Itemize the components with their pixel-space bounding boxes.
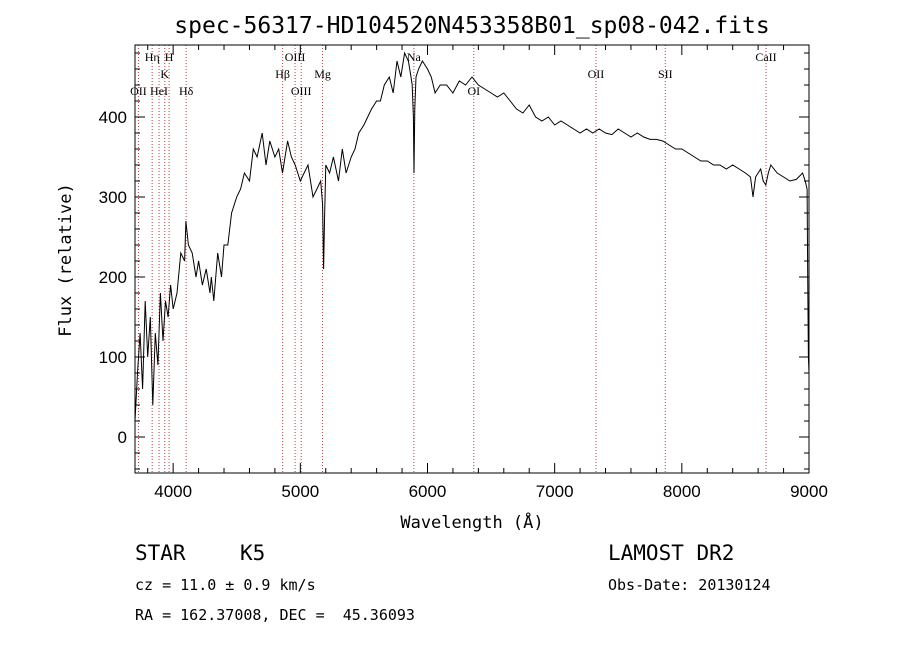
y-tick-label: 400 (99, 108, 127, 127)
annotation-label: Hδ (179, 84, 194, 98)
annotation-label: OII (588, 67, 605, 81)
object-class: STAR (135, 541, 186, 565)
y-tick-label: 300 (99, 188, 127, 207)
redshift-value: cz = 11.0 ± 0.9 km/s (135, 576, 316, 594)
y-tick-label: 100 (99, 348, 127, 367)
x-tick-label: 7000 (536, 482, 574, 501)
annotation-label: OII (130, 84, 147, 98)
x-tick-label: 8000 (663, 482, 701, 501)
spectrum-series-line (134, 51, 810, 422)
observation-date: Obs-Date: 20130124 (608, 576, 771, 594)
annotation-label: SII (658, 67, 673, 81)
annotation-label: Na (407, 50, 422, 64)
y-axis: 0 100 200 300 400 (99, 52, 809, 470)
y-tick-label: 0 (118, 428, 127, 447)
annotation-label: Mg (314, 67, 331, 81)
annotation-label: HeI (150, 84, 168, 98)
survey-name: LAMOST DR2 (608, 541, 734, 565)
annotation-label: H (165, 50, 174, 64)
x-tick-label: 9000 (790, 482, 828, 501)
annotation-lines (137, 45, 767, 473)
x-tick-label: 5000 (281, 482, 319, 501)
annotation-label: Hη (145, 50, 160, 64)
coordinates: RA = 162.37008, DEC = 45.36093 (135, 606, 415, 624)
chart-title: spec-56317-HD104520N453358B01_sp08-042.f… (174, 13, 769, 39)
object-subclass: K5 (240, 541, 265, 565)
annotation-label: CaII (755, 50, 776, 64)
annotation-label: Hβ (275, 67, 290, 81)
annotation-label: K (160, 67, 169, 81)
annotation-label: OIII (285, 50, 306, 64)
x-axis: 4000 5000 6000 7000 8000 9000 (147, 45, 828, 501)
plot-frame (134, 44, 810, 474)
annotation-label: OIII (291, 84, 312, 98)
y-axis-label: Flux (relative) (56, 183, 76, 337)
annotation-label: OI (467, 84, 480, 98)
y-tick-label: 200 (99, 268, 127, 287)
x-axis-label: Wavelength (Å) (400, 511, 543, 533)
x-tick-label: 4000 (154, 482, 192, 501)
x-tick-label: 6000 (409, 482, 447, 501)
